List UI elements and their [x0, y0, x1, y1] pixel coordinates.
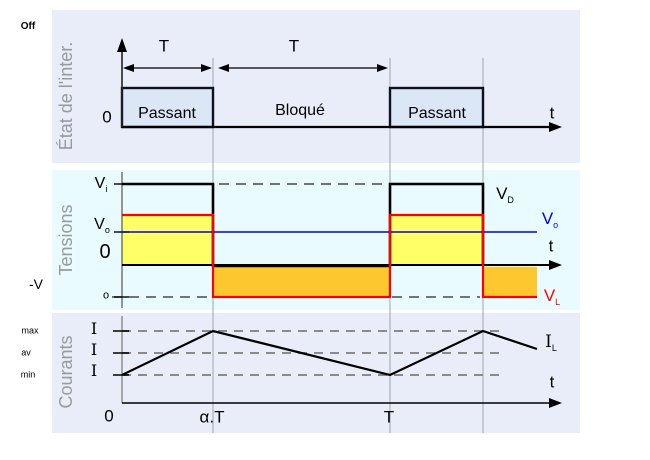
vo-curve-sub: o [553, 220, 559, 231]
period-label-1: T [158, 36, 170, 56]
vi-tick-label: Vi [94, 174, 108, 195]
vi-sub: i [105, 184, 108, 195]
x-label-alphaT: α.T [199, 407, 225, 427]
il-waveform [121, 329, 538, 377]
segment-passant-2: Passant [408, 105, 466, 122]
vo-main: V [94, 215, 105, 233]
switch-axis-caption: État de l'inter. [56, 41, 76, 151]
imax-tick: I [90, 319, 98, 338]
imin-tick: I [90, 361, 98, 380]
off-label: Off [20, 21, 36, 32]
vd-curve-label: VD [496, 185, 514, 205]
vl-sub: L [555, 297, 561, 308]
switch-zero-label: 0 [102, 107, 112, 127]
vl-main: V [543, 285, 556, 305]
neg-v-label: -V [29, 276, 43, 292]
switch-t-label: t [549, 103, 555, 123]
vo-tick-label: Vo [94, 215, 110, 236]
voltage-areas [122, 215, 537, 297]
x-label-zero: 0 [104, 406, 114, 426]
switch-pulses [120, 86, 485, 129]
currents-axis-caption: Courants [56, 335, 76, 409]
segment-bloque: Bloqué [275, 102, 325, 119]
switch-axes [117, 38, 562, 132]
period-label-2: T [288, 36, 300, 56]
il-main: I [545, 331, 552, 352]
imin-sub-label: min [20, 369, 36, 380]
segment-passant-1: Passant [138, 105, 196, 122]
voltages-zero-label: 0 [99, 241, 111, 263]
vo-sub: o [104, 225, 110, 236]
period-arrows [123, 64, 388, 72]
vi-main: V [94, 174, 106, 192]
voltages-t-label: t [548, 236, 554, 256]
neg-vo-sub-label: o [102, 289, 110, 302]
vl-curve-label: VL [544, 287, 560, 307]
il-sub: L [551, 343, 557, 354]
panel-switch-state [52, 10, 580, 163]
voltages-axis-caption: Tensions [56, 204, 76, 276]
currents-t-label: t [549, 372, 555, 392]
current-axes [113, 316, 562, 408]
vl-waveform [122, 213, 537, 299]
voltage-dashed-levels [112, 183, 480, 298]
x-label-T: T [383, 407, 395, 427]
iav-sub-label: av [21, 347, 31, 358]
iav-tick: I [90, 340, 98, 359]
vd-sub: D [507, 195, 514, 206]
il-curve-label: IL [545, 333, 557, 353]
vo-curve-main: V [541, 208, 554, 228]
vd-main: V [496, 183, 508, 203]
current-dashed-levels [122, 330, 505, 376]
imax-sub-label: max [21, 325, 39, 336]
vo-curve-label: Vo [542, 210, 558, 230]
